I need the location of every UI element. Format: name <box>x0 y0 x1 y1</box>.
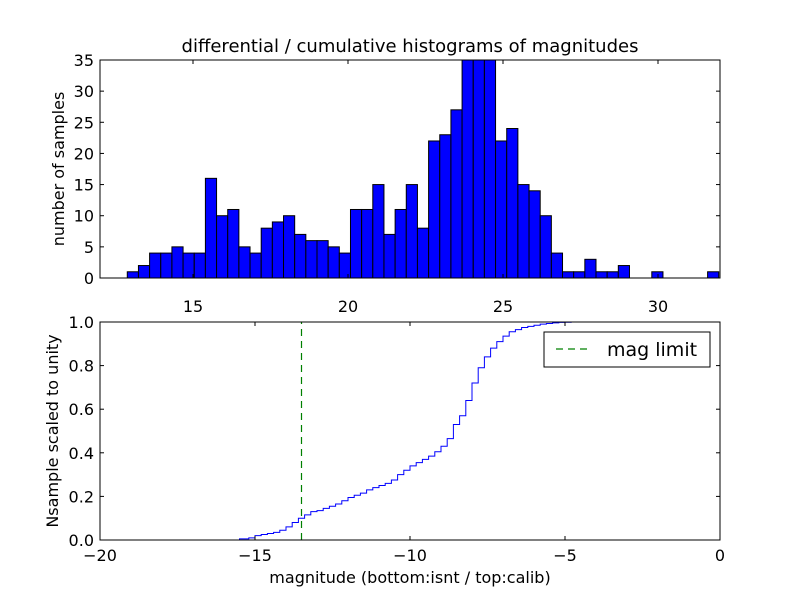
histogram-bar <box>562 271 575 279</box>
legend-label: mag limit <box>607 339 697 361</box>
histogram-bar <box>137 265 151 279</box>
histogram-bar <box>338 252 351 279</box>
x-tick-label: −20 <box>83 546 117 565</box>
histogram-bar <box>327 246 340 279</box>
histogram-bar <box>149 252 162 279</box>
cumulative-x-ticks: −20 −15 −10 −5 0 <box>83 322 725 565</box>
y-tick-label: 0.4 <box>69 444 94 463</box>
histogram-bar <box>606 271 619 279</box>
histogram-bar <box>238 246 251 279</box>
histogram-bar <box>383 233 396 279</box>
y-tick-label: 30 <box>74 82 94 101</box>
x-tick-label: −15 <box>238 546 272 565</box>
histogram-bar <box>472 59 485 279</box>
histogram-bar <box>126 271 139 279</box>
histogram-bar <box>428 140 441 279</box>
histogram-bars <box>126 59 720 279</box>
histogram-x-ticks: 15 20 25 30 <box>183 60 668 316</box>
y-tick-label: 5 <box>84 238 94 257</box>
x-tick-label: −10 <box>393 546 427 565</box>
histogram-bar <box>495 140 508 279</box>
cumulative-y-ticks: 0.0 0.2 0.4 0.6 0.8 1.0 <box>69 313 720 550</box>
histogram-bar <box>483 59 497 279</box>
x-tick-label: 25 <box>493 297 513 316</box>
histogram-bar <box>450 109 463 279</box>
histogram-bar <box>193 252 206 279</box>
histogram-title: differential / cumulative histograms of … <box>182 36 639 57</box>
histogram-bar <box>439 134 452 279</box>
y-tick-label: 0 <box>84 269 94 288</box>
histogram-bar <box>416 227 430 279</box>
histogram-bar <box>361 208 374 279</box>
cumulative-panel: −20 −15 −10 −5 0 0.0 0.2 0.4 0.6 0.8 1.0 magnitud… <box>43 313 725 587</box>
histogram-bar <box>539 215 552 279</box>
legend: mag limit <box>543 331 711 368</box>
histogram-axes-frame <box>99 59 721 279</box>
histogram-bar <box>707 271 720 279</box>
histogram-bar <box>171 246 184 279</box>
histogram-bar <box>283 215 296 279</box>
histogram-bar <box>651 271 664 279</box>
histogram-bar <box>461 59 474 279</box>
histogram-bar <box>249 252 262 279</box>
histogram-bar <box>528 190 541 279</box>
y-tick-label: 0.0 <box>69 531 94 550</box>
histogram-bar <box>394 208 407 279</box>
histogram-bar <box>204 177 218 279</box>
histogram-bar <box>372 184 385 279</box>
histogram-bar <box>506 128 519 279</box>
histogram-y-ticks: 0 5 10 15 20 25 30 35 <box>74 51 720 288</box>
histogram-bar <box>550 252 564 279</box>
histogram-y-label: number of samples <box>49 92 68 247</box>
cumulative-step-line <box>100 321 720 541</box>
histogram-bar <box>227 208 240 279</box>
y-tick-label: 15 <box>74 176 94 195</box>
y-tick-label: 20 <box>74 144 94 163</box>
cumulative-y-label: Nsample scaled to unity <box>43 334 62 527</box>
y-tick-label: 1.0 <box>69 313 94 332</box>
histogram-bar <box>595 271 608 279</box>
y-tick-label: 35 <box>74 51 94 70</box>
x-tick-label: 30 <box>648 297 668 316</box>
x-tick-label: 20 <box>338 297 358 316</box>
histogram-bar <box>617 265 630 279</box>
y-tick-label: 0.6 <box>69 400 94 419</box>
histogram-bar <box>517 184 530 279</box>
y-tick-label: 10 <box>74 207 94 226</box>
histogram-bar <box>271 221 285 279</box>
histogram-panel: differential / cumulative histograms of … <box>49 36 721 316</box>
histogram-bar <box>305 240 318 279</box>
histogram-bar <box>160 252 173 279</box>
histogram-bar <box>349 208 363 279</box>
histogram-bar <box>216 215 229 279</box>
y-tick-label: 25 <box>74 113 94 132</box>
y-tick-label: 0.8 <box>69 357 94 376</box>
cumulative-x-label: magnitude (bottom:isnt / top:calib) <box>269 568 550 587</box>
histogram-bar <box>405 184 418 279</box>
x-tick-label: 0 <box>715 546 725 565</box>
histogram-bar <box>260 227 273 279</box>
histogram-bar <box>294 233 307 279</box>
y-tick-label: 0.2 <box>69 487 94 506</box>
histogram-bar <box>316 240 329 279</box>
histogram-bar <box>573 271 586 279</box>
histogram-bar <box>584 258 597 279</box>
x-tick-label: −5 <box>553 546 577 565</box>
x-tick-label: 15 <box>183 297 203 316</box>
